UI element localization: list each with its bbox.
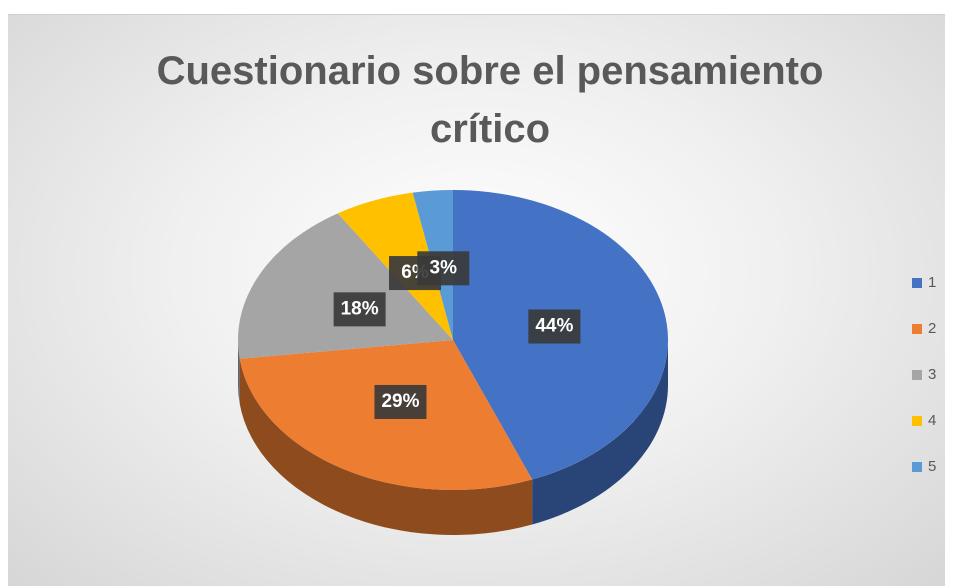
slice-side xyxy=(239,358,533,535)
legend-swatch xyxy=(912,416,922,426)
legend-label: 2 xyxy=(928,320,936,337)
label-box xyxy=(528,309,581,344)
slice xyxy=(238,213,453,359)
chart-title: Cuestionario sobre el pensamiento crític… xyxy=(156,49,824,151)
data-label: 29% xyxy=(381,391,419,412)
label-box xyxy=(417,251,470,286)
slice-side xyxy=(238,340,240,404)
legend-swatch xyxy=(912,324,922,334)
legend-label: 4 xyxy=(928,412,936,429)
legend-swatch xyxy=(912,462,922,472)
data-label: 44% xyxy=(535,316,573,337)
data-label: 3% xyxy=(430,257,458,278)
legend-label: 3 xyxy=(928,366,936,383)
legend-label: 1 xyxy=(928,274,936,291)
legend-label: 5 xyxy=(928,458,936,475)
data-label: 18% xyxy=(341,298,379,319)
legend-swatch xyxy=(912,370,922,380)
legend-swatch xyxy=(912,278,922,288)
label-box xyxy=(333,292,386,327)
slice-side xyxy=(532,340,668,525)
label-box xyxy=(374,384,427,419)
